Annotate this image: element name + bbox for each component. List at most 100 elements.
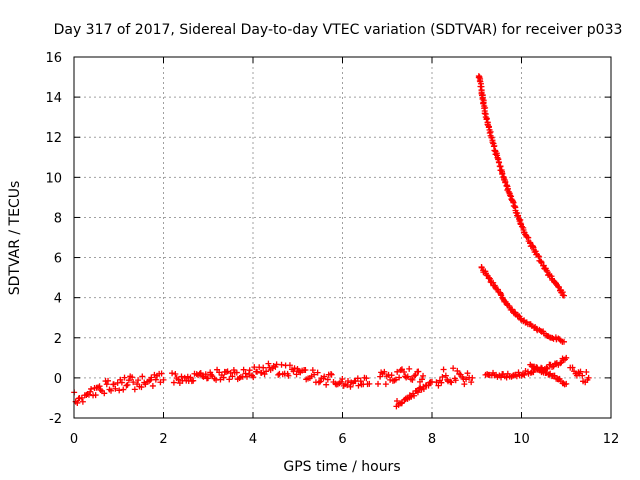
data-point <box>555 284 562 291</box>
data-point <box>130 379 137 386</box>
data-point <box>425 382 432 389</box>
x-tick-label: 10 <box>513 432 530 447</box>
data-point <box>178 373 185 380</box>
data-point <box>414 389 421 396</box>
series-band-mid <box>169 360 373 390</box>
data-point <box>175 376 182 383</box>
data-point <box>79 398 86 405</box>
data-point <box>96 383 103 390</box>
series-high-arc <box>475 73 568 299</box>
x-tick-labels: 0 2 4 6 8 10 12 <box>70 432 619 447</box>
data-point <box>515 369 522 376</box>
data-point <box>486 129 493 136</box>
data-point <box>317 378 324 385</box>
x-tick-label: 2 <box>159 432 167 447</box>
data-point <box>452 377 459 384</box>
data-point <box>290 368 297 375</box>
data-point <box>450 365 457 372</box>
series-band-late <box>375 365 427 388</box>
data-point <box>415 368 422 375</box>
data-point <box>357 378 364 385</box>
data-point <box>139 373 146 380</box>
data-point <box>169 370 176 377</box>
data-point <box>468 379 475 386</box>
data-point <box>202 371 209 378</box>
data-point <box>240 366 247 373</box>
data-point <box>561 292 568 299</box>
data-point <box>515 212 522 219</box>
data-point <box>226 376 233 383</box>
data-point <box>420 372 427 379</box>
data-point <box>338 378 345 385</box>
data-point <box>461 381 468 388</box>
data-point <box>199 372 206 379</box>
data-point <box>382 381 389 388</box>
data-point <box>486 274 493 281</box>
data-point <box>265 360 272 367</box>
data-point <box>263 368 270 375</box>
data-point <box>85 391 92 398</box>
data-point <box>354 375 361 382</box>
data-point <box>260 364 267 371</box>
data-point <box>246 367 253 374</box>
data-point <box>381 368 388 375</box>
data-point <box>151 371 158 378</box>
data-point <box>220 374 227 381</box>
data-point <box>483 115 490 122</box>
data-point <box>309 367 316 374</box>
data-point <box>118 379 125 386</box>
data-point <box>152 376 159 383</box>
data-point <box>347 383 354 390</box>
data-point <box>286 362 293 369</box>
data-point <box>149 382 156 389</box>
data-point <box>439 373 446 380</box>
data-point <box>366 380 373 387</box>
data-point <box>187 374 194 381</box>
data-marks <box>71 73 592 410</box>
y-tick-label: 2 <box>54 332 62 347</box>
data-point <box>135 377 142 384</box>
data-point <box>503 374 510 381</box>
x-tick-label: 6 <box>338 432 346 447</box>
y-tick-label: -2 <box>49 412 62 427</box>
data-point <box>409 376 416 383</box>
data-point <box>205 375 212 382</box>
data-point <box>499 171 506 178</box>
data-point <box>463 376 470 383</box>
data-point <box>190 377 197 384</box>
x-axis-title: GPS time / hours <box>283 459 400 475</box>
data-point <box>569 364 576 371</box>
data-point <box>408 393 415 400</box>
data-point <box>481 110 488 117</box>
data-point <box>411 392 418 399</box>
data-point <box>129 374 136 381</box>
y-tick-label: 6 <box>54 252 62 267</box>
data-point <box>323 381 330 388</box>
data-point <box>418 376 425 383</box>
chart-title: Day 317 of 2017, Sidereal Day-to-day VTE… <box>54 22 623 38</box>
data-point <box>112 385 119 392</box>
data-point <box>469 374 476 381</box>
data-point <box>258 369 265 376</box>
data-point <box>435 382 442 389</box>
data-point <box>579 372 586 379</box>
data-point <box>513 373 520 380</box>
data-point <box>397 367 404 374</box>
data-point <box>138 384 145 391</box>
data-point <box>401 368 408 375</box>
data-point <box>101 390 108 397</box>
data-point <box>328 371 335 378</box>
data-point <box>530 369 537 376</box>
y-tick-label: 14 <box>45 91 62 106</box>
data-point <box>92 392 99 399</box>
data-point <box>543 364 550 371</box>
data-point <box>537 258 544 265</box>
series-band-8h <box>433 365 476 389</box>
data-point <box>394 368 401 375</box>
data-point <box>420 385 427 392</box>
data-point <box>302 366 309 373</box>
y-tick-label: 8 <box>54 211 62 226</box>
data-point <box>518 223 525 230</box>
data-point <box>454 367 461 374</box>
